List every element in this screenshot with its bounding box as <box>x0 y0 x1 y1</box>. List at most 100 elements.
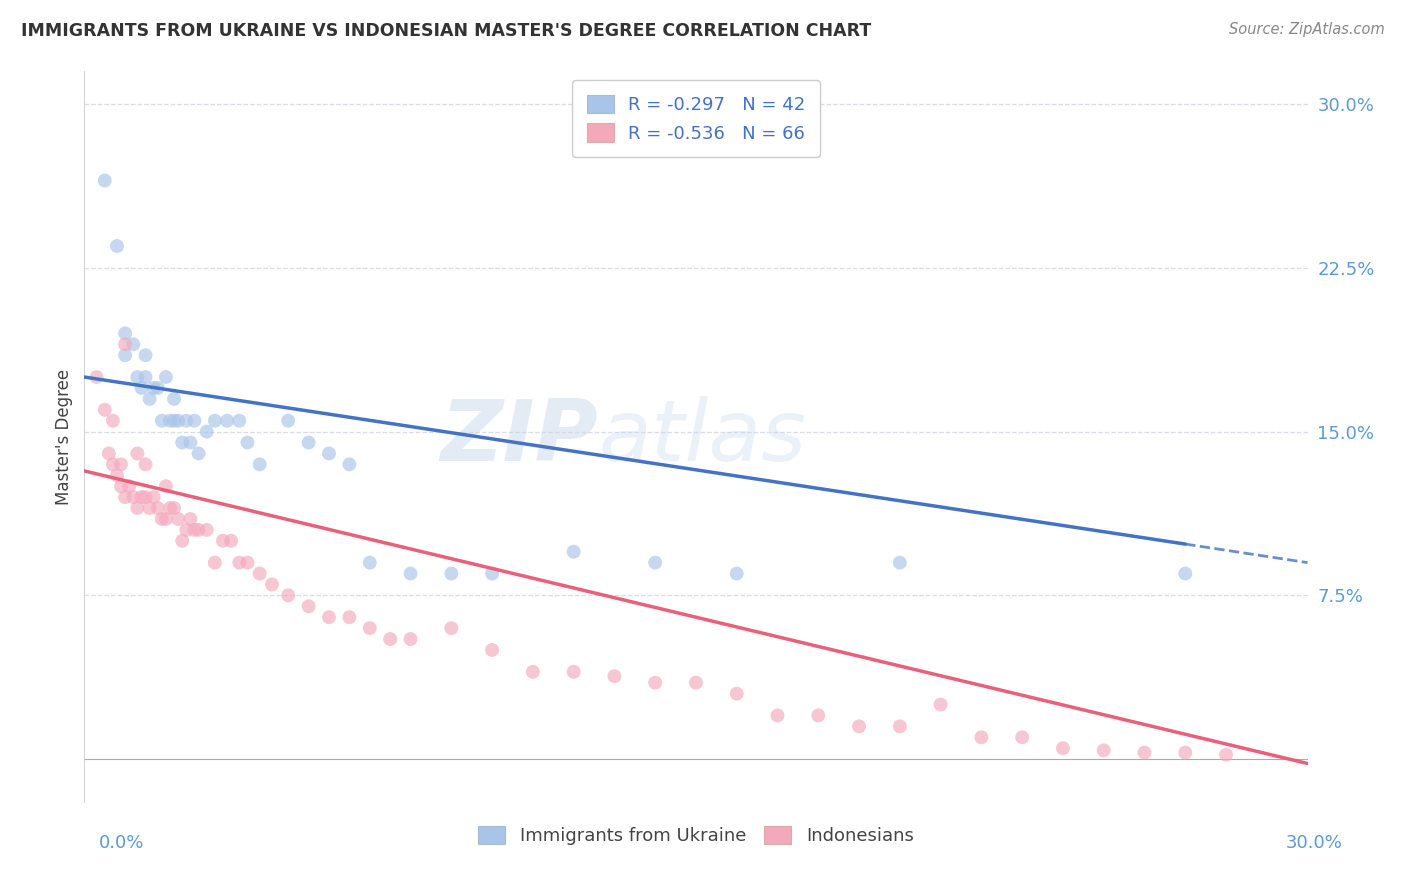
Point <box>562 665 585 679</box>
Point <box>603 669 626 683</box>
Point <box>1133 746 1156 760</box>
Point <box>163 392 186 406</box>
Point <box>725 566 748 581</box>
Point <box>93 173 115 187</box>
Point <box>135 370 157 384</box>
Point <box>249 458 271 472</box>
Point <box>172 435 194 450</box>
Point <box>440 566 463 581</box>
Point <box>183 523 205 537</box>
Point <box>163 414 186 428</box>
Point <box>110 458 132 472</box>
Point <box>1174 746 1197 760</box>
Point <box>155 479 177 493</box>
Point <box>127 446 149 460</box>
Point <box>889 719 911 733</box>
Point <box>725 687 748 701</box>
Point <box>236 556 259 570</box>
Point <box>339 610 361 624</box>
Point <box>142 381 165 395</box>
Point <box>127 501 149 516</box>
Point <box>101 414 124 428</box>
Point <box>298 599 321 614</box>
Text: ZIP: ZIP <box>440 395 598 479</box>
Point <box>114 490 136 504</box>
Point <box>318 610 340 624</box>
Point <box>318 446 340 460</box>
Point <box>122 337 145 351</box>
Point <box>260 577 283 591</box>
Point <box>142 490 165 504</box>
Point <box>183 414 205 428</box>
Point <box>562 545 585 559</box>
Point <box>114 337 136 351</box>
Point <box>135 458 157 472</box>
Point <box>277 414 299 428</box>
Point <box>298 435 321 450</box>
Point <box>228 414 250 428</box>
Point <box>114 326 136 341</box>
Text: 30.0%: 30.0% <box>1286 834 1343 852</box>
Point <box>1215 747 1237 762</box>
Point <box>93 402 115 417</box>
Point <box>167 512 190 526</box>
Point <box>204 414 226 428</box>
Point <box>236 435 259 450</box>
Point <box>135 348 157 362</box>
Point <box>105 239 128 253</box>
Point <box>848 719 870 733</box>
Point <box>929 698 952 712</box>
Point <box>481 643 503 657</box>
Legend: Immigrants from Ukraine, Indonesians: Immigrants from Ukraine, Indonesians <box>471 819 921 852</box>
Text: atlas: atlas <box>598 395 806 479</box>
Point <box>195 425 218 439</box>
Point <box>1174 566 1197 581</box>
Point <box>118 479 141 493</box>
Point <box>150 512 173 526</box>
Point <box>97 446 120 460</box>
Point <box>766 708 789 723</box>
Point <box>159 414 181 428</box>
Point <box>131 490 153 504</box>
Point <box>146 381 169 395</box>
Point <box>159 501 181 516</box>
Point <box>1052 741 1074 756</box>
Point <box>212 533 235 548</box>
Point <box>146 501 169 516</box>
Point <box>138 392 160 406</box>
Point <box>138 501 160 516</box>
Point <box>1092 743 1115 757</box>
Point <box>105 468 128 483</box>
Point <box>685 675 707 690</box>
Point <box>86 370 108 384</box>
Point <box>187 523 209 537</box>
Y-axis label: Master's Degree: Master's Degree <box>55 369 73 505</box>
Point <box>359 556 381 570</box>
Point <box>179 512 201 526</box>
Point <box>101 458 124 472</box>
Text: IMMIGRANTS FROM UKRAINE VS INDONESIAN MASTER'S DEGREE CORRELATION CHART: IMMIGRANTS FROM UKRAINE VS INDONESIAN MA… <box>21 22 872 40</box>
Point <box>889 556 911 570</box>
Point <box>522 665 544 679</box>
Point <box>440 621 463 635</box>
Point <box>172 533 194 548</box>
Point <box>167 414 190 428</box>
Point <box>150 414 173 428</box>
Point <box>155 512 177 526</box>
Point <box>204 556 226 570</box>
Point <box>970 731 993 745</box>
Text: Source: ZipAtlas.com: Source: ZipAtlas.com <box>1229 22 1385 37</box>
Point <box>249 566 271 581</box>
Point <box>807 708 830 723</box>
Point <box>1011 731 1033 745</box>
Point <box>163 501 186 516</box>
Point <box>481 566 503 581</box>
Point <box>399 566 422 581</box>
Point <box>399 632 422 646</box>
Point <box>179 435 201 450</box>
Point <box>110 479 132 493</box>
Point <box>644 556 666 570</box>
Point <box>228 556 250 570</box>
Point <box>114 348 136 362</box>
Point <box>277 588 299 602</box>
